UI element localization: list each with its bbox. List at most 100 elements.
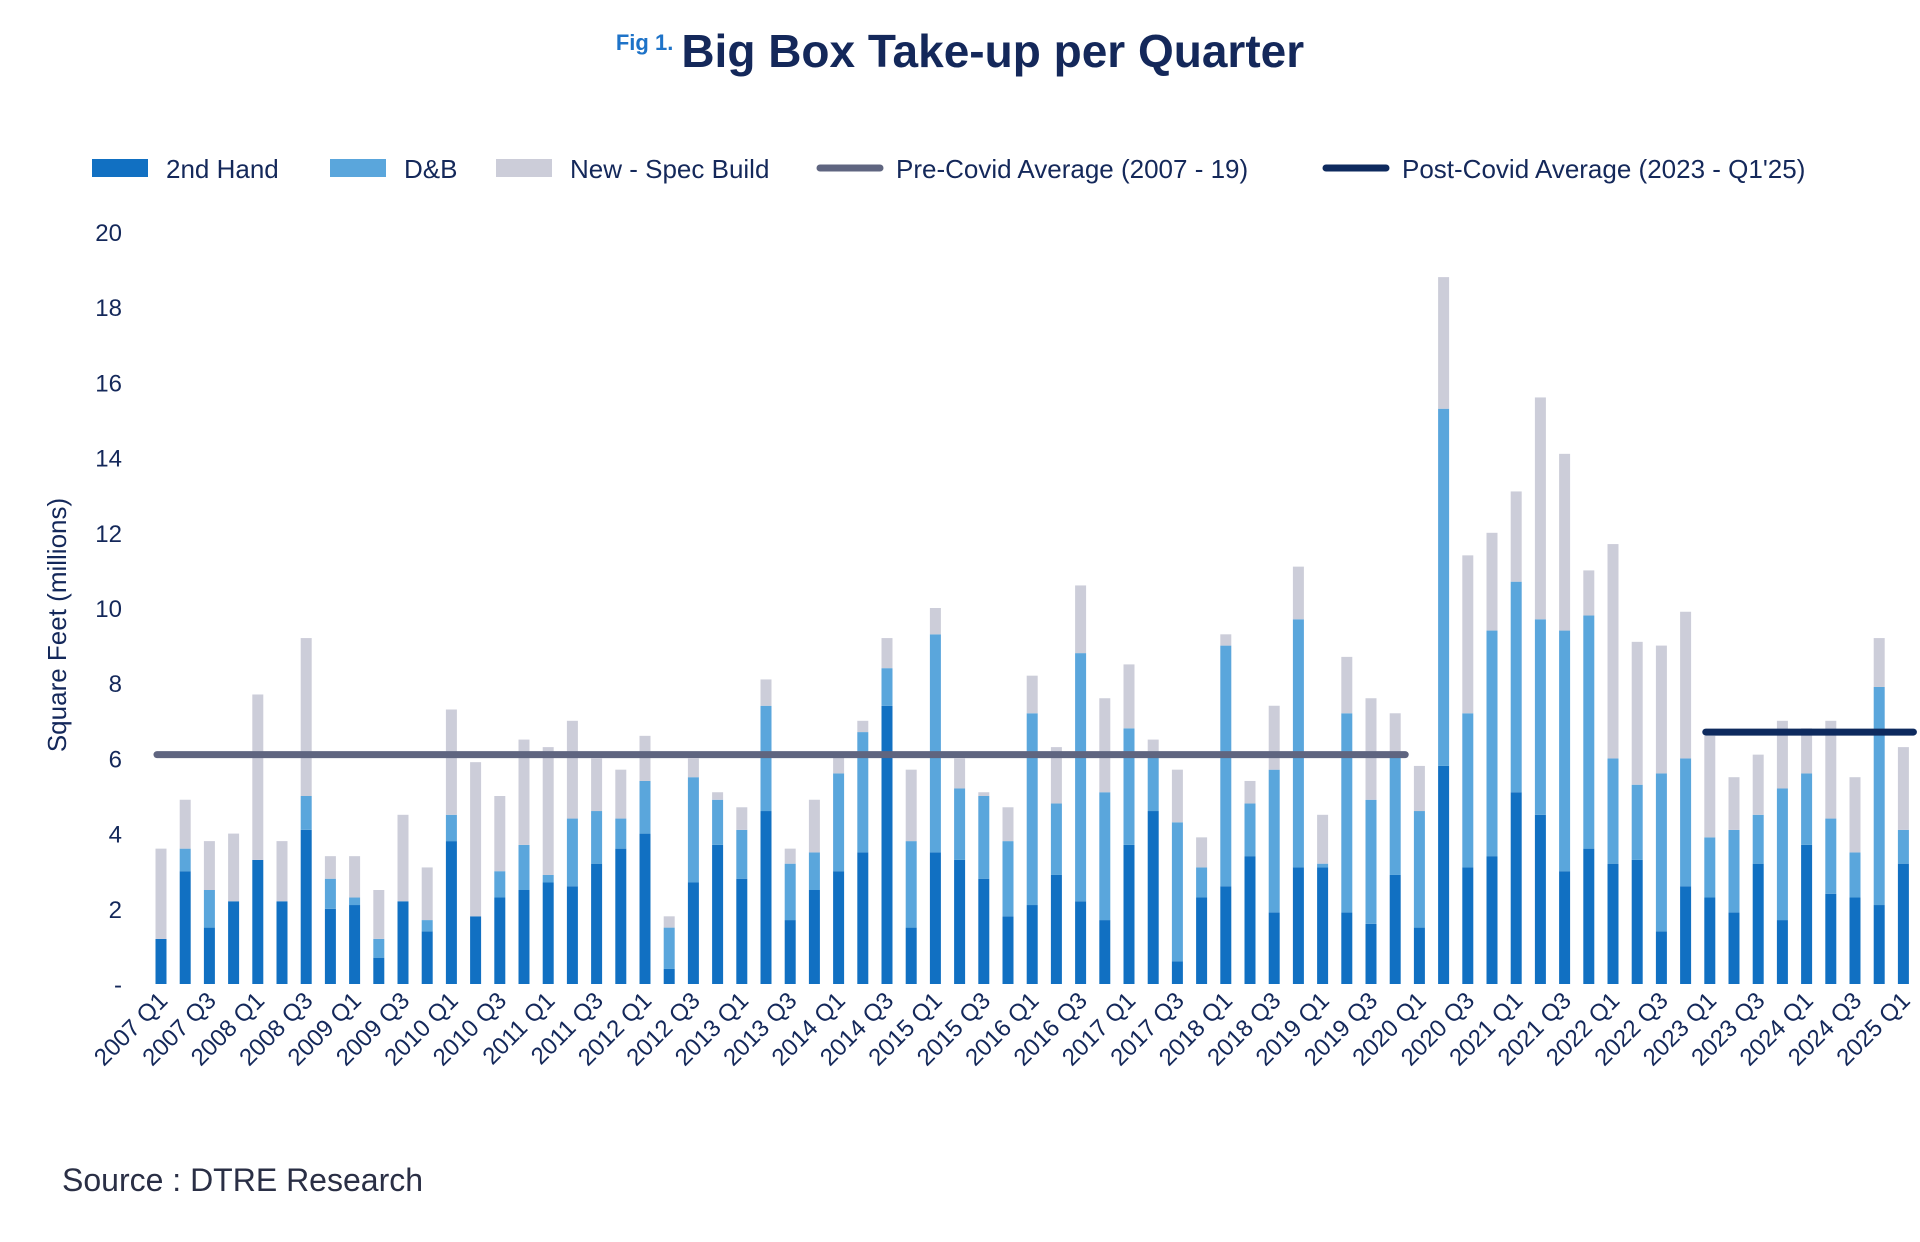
bar-2nd-hand-2025-q1	[1897, 863, 1909, 984]
bar-new-spec-build-2020-q3	[1462, 555, 1474, 714]
bar-d-b-2020-q1	[1413, 811, 1425, 928]
bar-d-b-2008-q3	[300, 796, 312, 830]
bar-d-b-2019-q1	[1317, 863, 1329, 868]
bar-d-b-2017-q3	[1171, 822, 1183, 962]
bar-d-b-2018-q4	[1292, 619, 1304, 868]
bar-2nd-hand-2007-q2	[179, 871, 191, 984]
bar-d-b-2016-q2	[1050, 803, 1062, 875]
bar-2nd-hand-2016-q1	[1026, 905, 1038, 984]
bar-2nd-hand-2017-q1	[1123, 844, 1135, 984]
bar-new-spec-build-2020-q4	[1486, 532, 1498, 631]
bar-new-spec-build-2018-q4	[1292, 566, 1304, 620]
bar-2nd-hand-2008-q4	[324, 908, 336, 984]
bar-d-b-2021-q3	[1559, 630, 1571, 872]
bar-2nd-hand-2007-q4	[228, 901, 240, 984]
bar-d-b-2016-q1	[1026, 713, 1038, 906]
bar-d-b-2015-q1	[929, 634, 941, 853]
bar-new-spec-build-2017-q2	[1147, 739, 1159, 755]
bar-2nd-hand-2023-q1	[1704, 897, 1716, 984]
y-tick-label: 2	[109, 897, 122, 924]
bar-d-b-2009-q4	[421, 920, 433, 932]
bar-2nd-hand-2022-q1	[1607, 863, 1619, 984]
reference-lines	[153, 728, 1917, 759]
legend-label-new-spec: New - Spec Build	[570, 154, 769, 184]
bar-new-spec-build-2020-q1	[1413, 765, 1425, 812]
bar-2nd-hand-2013-q1	[736, 878, 748, 984]
bar-new-spec-build-2022-q1	[1607, 544, 1619, 759]
bar-d-b-2025-q1	[1897, 829, 1909, 864]
bar-new-spec-build-2010-q2	[470, 762, 482, 917]
bar-new-spec-build-2007-q4	[228, 833, 240, 902]
bar-d-b-2012-q4	[712, 799, 724, 845]
bar-d-b-2010-q3	[494, 871, 506, 898]
bar-d-b-2008-q4	[324, 878, 336, 909]
bar-2nd-hand-2015-q2	[954, 859, 966, 984]
bar-2nd-hand-2024-q3	[1849, 897, 1861, 984]
bar-2nd-hand-2014-q1	[833, 871, 845, 984]
bar-2nd-hand-2020-q2	[1438, 765, 1450, 984]
bar-2nd-hand-2017-q4	[1196, 897, 1208, 984]
bar-2nd-hand-2023-q2	[1728, 912, 1740, 984]
bar-2nd-hand-2019-q2	[1341, 912, 1353, 984]
bar-d-b-2024-q3	[1849, 852, 1861, 898]
bar-2nd-hand-2012-q4	[712, 844, 724, 984]
bar-d-b-2011-q4	[615, 818, 627, 849]
bar-new-spec-build-2014-q1	[833, 754, 845, 774]
bar-new-spec-build-2014-q2	[857, 720, 869, 733]
chart-legend: 2nd Hand D&B New - Spec Build Pre-Covid …	[92, 154, 1805, 184]
bar-new-spec-build-2021-q2	[1534, 397, 1546, 620]
bar-2nd-hand-2011-q4	[615, 848, 627, 984]
bar-new-spec-build-2022-q3	[1655, 645, 1667, 774]
bar-2nd-hand-2013-q4	[808, 890, 820, 984]
bar-d-b-2021-q4	[1583, 615, 1595, 849]
bar-new-spec-build-2016-q4	[1099, 698, 1111, 793]
bar-new-spec-build-2020-q2	[1438, 277, 1450, 409]
bar-new-spec-build-2015-q2	[954, 758, 966, 789]
bar-new-spec-build-2019-q3	[1365, 698, 1377, 800]
bar-d-b-2014-q2	[857, 732, 869, 853]
bar-new-spec-build-2011-q3	[591, 758, 603, 812]
bar-new-spec-build-2011-q4	[615, 769, 627, 819]
bar-2nd-hand-2009-q1	[349, 905, 361, 984]
bar-new-spec-build-2012-q3	[687, 758, 699, 778]
bar-new-spec-build-2025-q1	[1897, 747, 1909, 830]
bar-d-b-2022-q4	[1680, 758, 1692, 887]
bar-2nd-hand-2024-q2	[1825, 893, 1837, 984]
bar-d-b-2018-q3	[1268, 769, 1280, 913]
bar-d-b-2013-q3	[784, 863, 796, 921]
source-note: Source : DTRE Research	[62, 1162, 424, 1198]
bar-new-spec-build-2011-q2	[566, 720, 578, 819]
legend-swatch-new-spec	[496, 159, 552, 177]
bar-2nd-hand-2018-q3	[1268, 912, 1280, 984]
bar-2nd-hand-2023-q4	[1776, 920, 1788, 984]
chart-title: Big Box Take-up per Quarter	[681, 25, 1305, 77]
bar-d-b-2007-q3	[203, 890, 215, 928]
bar-new-spec-build-2017-q3	[1171, 769, 1183, 823]
bar-2nd-hand-2008-q2	[276, 901, 288, 984]
bar-2nd-hand-2009-q4	[421, 931, 433, 984]
bar-new-spec-build-2013-q3	[784, 848, 796, 864]
bar-d-b-2022-q1	[1607, 758, 1619, 864]
bar-2nd-hand-2010-q3	[494, 897, 506, 984]
bar-d-b-2011-q1	[542, 874, 554, 883]
bar-new-spec-build-2018-q2	[1244, 780, 1256, 804]
bar-new-spec-build-2014-q3	[881, 638, 893, 669]
bar-2nd-hand-2021-q4	[1583, 848, 1595, 984]
bar-2nd-hand-2020-q1	[1413, 927, 1425, 984]
bar-2nd-hand-2010-q2	[470, 916, 482, 984]
bar-new-spec-build-2012-q4	[712, 792, 724, 800]
bar-2nd-hand-2010-q4	[518, 890, 530, 984]
bar-2nd-hand-2024-q1	[1801, 844, 1813, 984]
bar-new-spec-build-2021-q4	[1583, 570, 1595, 616]
bar-2nd-hand-2014-q3	[881, 705, 893, 984]
bar-d-b-2016-q4	[1099, 792, 1111, 921]
bar-new-spec-build-2021-q3	[1559, 453, 1571, 631]
bar-new-spec-build-2015-q4	[1002, 807, 1014, 842]
figure-label: Fig 1.	[615, 30, 674, 55]
legend-label-db: D&B	[404, 154, 457, 184]
y-tick-label: 16	[95, 370, 122, 397]
bar-d-b-2013-q2	[760, 705, 772, 812]
bar-d-b-2009-q1	[349, 897, 361, 906]
legend-label-post-covid-average: Post-Covid Average (2023 - Q1'25)	[1402, 154, 1805, 184]
